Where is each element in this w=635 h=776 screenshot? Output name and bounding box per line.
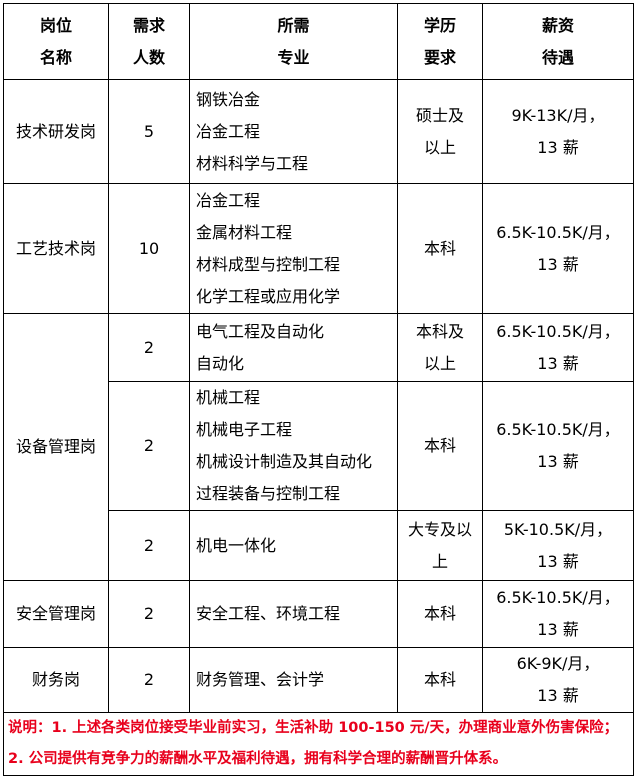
header-text: 所需 [277, 15, 310, 35]
cell-line: 大专及以 [407, 519, 472, 539]
header-education: 学历 要求 [397, 3, 483, 80]
header-text: 薪资 [541, 15, 574, 35]
cell-line: 13 薪 [537, 620, 579, 639]
cell-line: 13 薪 [537, 353, 579, 373]
header-row: 岗位名称 需求人数 所需专业 学历要求 薪资待遇 [3, 3, 634, 80]
cell-line: 材料成型与控制工程 [196, 254, 341, 274]
salary-cell: 6.5K-10.5K/月， 13 薪 [482, 580, 634, 648]
education-cell: 本科 [397, 647, 483, 713]
header-text: 学历 [423, 15, 456, 35]
cell-line: 上 [431, 551, 448, 571]
header-text: 名称 [39, 47, 72, 67]
table-row: 财务岗 2 财务管理、会计学 本科 6K-9K/月， 13 薪 [3, 647, 634, 713]
cell-line: 金属材料工程 [196, 222, 293, 242]
major-cell: 财务管理、会计学 [189, 647, 398, 713]
cell-line: 以上 [423, 137, 456, 157]
table-row: 设备管理岗 2 电气工程及自动化 自动化 本科及 以上 6.5K-10.5K/月， 13 薪 [3, 313, 634, 581]
header-text: 专业 [277, 47, 310, 67]
position-cell: 技术研发岗 [3, 79, 109, 184]
cell-line: 硕士及 [415, 105, 464, 125]
table-row: 2 机械工程 机械电子工程 机械设计制造及其自动化 过程装备与控制工程 本科 6.5K-10… [4, 381, 634, 511]
cell-line: 13 薪 [537, 452, 579, 471]
cell-line: 以上 [423, 353, 456, 373]
salary-cell: 6.5K-10.5K/月， 13 薪 [482, 313, 634, 382]
cell-line: 5K-10.5K/月， [503, 519, 613, 539]
education-cell: 大专及以上 [397, 510, 483, 581]
salary-cell: 9K-13K/月， 13 薪 [482, 79, 634, 184]
major-cell: 安全工程、环境工程 [189, 580, 398, 648]
cell-line: 冶金工程 [196, 121, 261, 141]
cell-line: 9K-13K/月， [511, 105, 605, 125]
major-cell: 钢铁冶金冶金工程材料科学与工程 [189, 79, 398, 184]
cell-line: 本科及 [415, 321, 464, 341]
cell-line: 本科 [423, 238, 456, 258]
cell-line: 电气工程及自动化 [196, 321, 325, 341]
count-cell: 5 [108, 79, 190, 184]
note-row: 说明：1. 上述各类岗位接受毕业前实习，生活补助 100-150 元/天，办理商… [3, 712, 634, 776]
major-cell: 机械工程机械电子工程机械设计制造及其自动化 过程装备与控制工程 [189, 381, 398, 511]
cell-line: 机电一体化 [196, 535, 277, 555]
cell-line: 13 薪 [537, 137, 579, 157]
recruitment-table: 岗位 名称 需求 人数 所需 专业 学历 要求 薪资 待遇 技术研发岗 5 钢铁冶金 冶金工程材… [3, 3, 634, 776]
count-cell: 2 [108, 381, 190, 511]
cell-line: 13 薪 [537, 686, 579, 705]
cell-line: 机械电子工程 [196, 420, 293, 439]
cell-line: 钢铁冶金 [196, 89, 261, 109]
education-cell: 本科及 以上 [397, 313, 483, 382]
major-cell: 电气工程及自动化 自动化 [189, 313, 398, 382]
cell-line: 6K-9K/月， [516, 654, 600, 673]
cell-line: 6.5K-10.5K/月， [496, 321, 620, 341]
header-position: 岗位 名称 [3, 3, 109, 80]
count-cell: 2 [108, 647, 190, 713]
table-row: 技术研发岗 5 钢铁冶金 冶金工程 材料科学与工程 硕士及 以上 9K-13K/月， 13 薪 [3, 79, 634, 184]
salary-cell: 6K-9K/月， 13 薪 [482, 647, 634, 713]
header-text: 人数 [132, 47, 165, 67]
cell-line: 机械工程 [196, 388, 261, 407]
cell-line: 冶金工程 [196, 190, 261, 210]
count-cell: 2 [108, 313, 190, 382]
position-cell: 设备管理岗 [3, 313, 109, 581]
salary-cell: 6.5K-10.5K/月， 13 薪 [482, 381, 634, 511]
position-cell: 工艺技术岗 [3, 183, 109, 314]
header-text: 要求 [423, 47, 456, 67]
cell-line: 本科 [423, 436, 456, 455]
count-cell: 2 [108, 510, 190, 581]
cell-line: 材料科学与工程 [196, 153, 309, 173]
cell-line: 自动化 [196, 353, 245, 373]
header-text: 岗位 [39, 15, 72, 35]
cell-line: 本科 [423, 604, 456, 623]
education-cell: 本科 [397, 183, 483, 314]
cell-line: 6.5K-10.5K/月， [496, 222, 620, 242]
education-cell: 本科 [397, 381, 483, 511]
cell-line: 13 薪 [537, 551, 579, 571]
cell-line: 安全工程、环境工程 [196, 604, 341, 623]
header-salary: 薪资 待遇 [482, 3, 634, 80]
position-cell: 财务岗 [3, 647, 109, 713]
count-cell: 2 [108, 580, 190, 648]
salary-cell: 6.5K-10.5K/月， 13 薪 [482, 183, 634, 314]
header-text: 待遇 [541, 47, 574, 67]
cell-line: 化学工程或应用化学 [196, 286, 341, 306]
major-cell: 机电一体化 [189, 510, 398, 581]
cell-line: 财务管理、会计学 [196, 670, 325, 689]
major-cell: 冶金工程金属材料工程材料成型与控制工程 化学工程或应用化学 [189, 183, 398, 314]
cell-line: 6.5K-10.5K/月， [496, 420, 620, 439]
table-row: 安全管理岗 2 安全工程、环境工程 本科 6.5K-10.5K/月， 13 薪 [3, 580, 634, 648]
header-text: 需求 [132, 15, 165, 35]
cell-line: 13 薪 [537, 254, 579, 274]
header-major: 所需 专业 [189, 3, 398, 80]
cell-line: 机械设计制造及其自动化 [196, 452, 373, 471]
table-row: 2 机电一体化 大专及以上 5K-10.5K/月， 13 薪 [4, 510, 634, 581]
header-count: 需求 人数 [108, 3, 190, 80]
salary-cell: 5K-10.5K/月， 13 薪 [482, 510, 634, 581]
cell-line: 6.5K-10.5K/月， [496, 588, 620, 607]
count-cell: 10 [108, 183, 190, 314]
education-cell: 本科 [397, 580, 483, 648]
table-row: 工艺技术岗 10 冶金工程 金属材料工程 材料成型与控制工程 化学工程或应用化学 本科 6.5… [3, 183, 634, 314]
note-text: 说明：1. 上述各类岗位接受毕业前实习，生活补助 100-150 元/天，办理商… [3, 712, 634, 776]
education-cell: 硕士及 以上 [397, 79, 483, 184]
position-cell: 安全管理岗 [3, 580, 109, 648]
cell-line: 本科 [423, 670, 456, 689]
cell-line: 过程装备与控制工程 [196, 484, 341, 503]
